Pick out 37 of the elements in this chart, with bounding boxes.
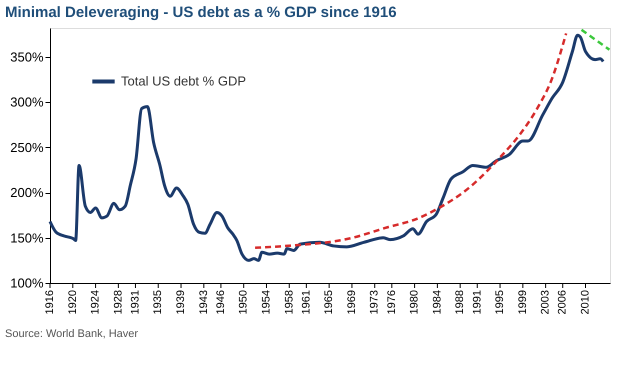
- x-tick-label: 1939: [175, 290, 188, 314]
- x-tick-label: 1935: [152, 290, 164, 314]
- x-tick-label: 1950: [238, 290, 250, 314]
- x-tick-label: 1943: [198, 290, 210, 314]
- x-tick-label: 1984: [431, 290, 444, 314]
- legend-label: Total US debt % GDP: [121, 74, 246, 88]
- x-tick-label: 1958: [283, 290, 296, 314]
- source-note: Source: World Bank, Haver: [5, 328, 138, 340]
- x-tick-label: 1969: [346, 290, 358, 314]
- x-tick-label: 1973: [368, 290, 381, 314]
- x-tick-label: 1988: [454, 290, 466, 314]
- x-tick-label: 1965: [323, 290, 336, 314]
- y-tick-label: 150%: [10, 230, 44, 246]
- x-tick-label: 1920: [66, 290, 79, 314]
- x-tick-label: 1976: [386, 290, 398, 314]
- x-tick-label: 1928: [112, 290, 124, 314]
- y-tick-label: 300%: [10, 94, 44, 110]
- chart-title: Minimal Deleveraging - US debt as a % GDP since 1916: [5, 4, 397, 21]
- x-tick-label: 1991: [471, 290, 484, 314]
- x-tick-label: 2010: [580, 290, 592, 314]
- x-tick-label: 1999: [516, 290, 529, 314]
- x-tick-label: 2006: [556, 290, 569, 314]
- x-tick-label: 1980: [408, 290, 421, 314]
- x-tick-label: 1946: [214, 290, 227, 314]
- line-series: [254, 32, 568, 249]
- y-tick-label: 250%: [10, 140, 44, 155]
- x-tick-label: 1954: [260, 290, 272, 314]
- x-tick-label: 1916: [44, 290, 56, 314]
- x-tick-label: 1961: [300, 290, 312, 314]
- x-tick-label: 1924: [90, 290, 102, 314]
- y-tick-label: 200%: [10, 185, 44, 200]
- line-series: [48, 34, 605, 262]
- y-tick-label: 100%: [10, 276, 44, 290]
- x-tick-label: 1931: [129, 290, 142, 314]
- x-tick-label: 1995: [494, 290, 506, 314]
- y-tick-label: 350%: [10, 49, 44, 64]
- x-tick-label: 2003: [540, 290, 552, 314]
